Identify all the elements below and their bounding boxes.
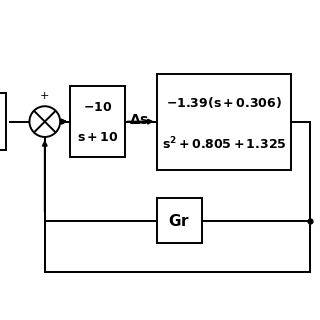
Text: $\mathbf{Gr}$: $\mathbf{Gr}$ bbox=[168, 213, 190, 229]
Text: +: + bbox=[40, 92, 50, 101]
Bar bbox=[157, 198, 202, 243]
Text: $\mathbf{s^2 + 0.805 + 1.325}$: $\mathbf{s^2 + 0.805 + 1.325}$ bbox=[162, 135, 286, 152]
Text: $\mathbf{-10}$: $\mathbf{-10}$ bbox=[83, 101, 112, 114]
Circle shape bbox=[29, 106, 60, 137]
Bar bbox=[70, 86, 125, 157]
Bar bbox=[0, 93, 6, 150]
Text: $\mathbf{-1.39(s + 0.306)}$: $\mathbf{-1.39(s + 0.306)}$ bbox=[166, 95, 282, 110]
Text: $\mathbf{s + 10}$: $\mathbf{s + 10}$ bbox=[77, 131, 118, 144]
Text: $\mathbf{\Delta s}$: $\mathbf{\Delta s}$ bbox=[129, 113, 149, 127]
Bar bbox=[157, 74, 291, 170]
